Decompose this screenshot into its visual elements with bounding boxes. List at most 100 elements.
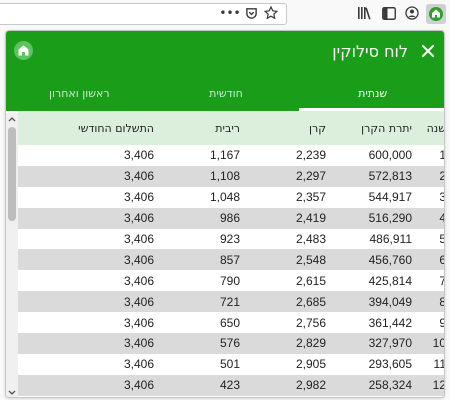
cell-interest: 790 (219, 273, 240, 288)
table-container: שנה יתרת הקרן קרן ריבית התשלום החודשי 16… (6, 111, 445, 397)
column-header-year: שנה (426, 121, 445, 135)
cell-year: 6 (412, 249, 444, 270)
scroll-up-arrow[interactable] (6, 113, 18, 125)
tab-bar: שנתית חודשית ראשון ואחרון (6, 79, 444, 111)
cell-year: 10 (432, 336, 445, 351)
cell-balance: 456,760 (368, 252, 412, 267)
scrollbar-thumb[interactable] (8, 127, 16, 221)
column-header-monthly-payment: התשלום החודשי (78, 121, 154, 135)
cell-balance: 425,814 (368, 273, 412, 288)
amortization-table: שנה יתרת הקרן קרן ריבית התשלום החודשי 16… (18, 111, 445, 396)
cell-interest: 1,048 (209, 190, 240, 205)
scroll-down-arrow[interactable] (6, 387, 18, 397)
cell-interest: 721 (219, 294, 240, 309)
cell-balance: 394,049 (368, 294, 412, 309)
cell-monthly-payment: 3,406 (123, 190, 154, 205)
cell-balance: 516,290 (368, 211, 412, 226)
tab-first-and-last[interactable]: ראשון ואחרון (49, 87, 110, 100)
cell-monthly-payment: 3,406 (123, 169, 154, 184)
cell-interest: 1,108 (209, 169, 240, 184)
library-icon[interactable] (356, 5, 372, 21)
url-bar[interactable] (0, 3, 287, 25)
table-header-row: שנה יתרת הקרן קרן ריבית התשלום החודשי (18, 111, 445, 145)
cell-monthly-payment: 3,406 (123, 378, 154, 393)
home-icon (14, 41, 33, 60)
chevron-down-icon (8, 390, 16, 395)
cell-balance: 361,442 (368, 315, 412, 330)
cell-year: 1 (412, 145, 444, 166)
cell-principal: 2,239 (295, 148, 326, 163)
cell-year: 4 (412, 208, 444, 229)
table-row: 12 258,324 2,982 423 3,406 (18, 374, 445, 396)
cell-interest: 986 (219, 211, 240, 226)
overflow-menu-icon[interactable]: ••• (219, 6, 241, 20)
cell-year: 5 (412, 229, 444, 250)
table-row: 8394,049 2,685 721 3,406 (18, 291, 444, 313)
cell-balance: 327,970 (368, 336, 412, 351)
chevron-up-icon (8, 117, 16, 122)
browser-toolbar: ••• (0, 0, 450, 28)
cell-interest: 1,167 (209, 148, 240, 163)
extension-house-icon (429, 7, 443, 21)
cell-year: 12 (432, 378, 445, 393)
column-header-balance: יתרת הקרן (361, 121, 412, 135)
cell-year: 8 (412, 291, 444, 312)
cell-interest: 423 (219, 378, 240, 393)
cell-balance: 600,000 (368, 148, 412, 163)
cell-principal: 2,982 (295, 378, 326, 393)
cell-principal: 2,483 (295, 232, 326, 246)
tab-monthly[interactable]: חודשית (209, 87, 243, 100)
scrollbar[interactable] (6, 113, 18, 397)
column-header-interest: ריבית (215, 121, 240, 135)
cell-principal: 2,357 (295, 190, 326, 205)
cell-year: 2 (412, 166, 444, 187)
cell-monthly-payment: 3,406 (123, 148, 154, 163)
table-row: 5486,911 2,483 923 3,406 (18, 228, 444, 250)
cell-principal: 2,756 (295, 315, 326, 330)
cell-balance: 544,917 (368, 190, 412, 205)
cell-balance: 258,324 (368, 378, 412, 393)
cell-balance: 572,813 (368, 169, 412, 184)
cell-interest: 857 (219, 252, 240, 267)
cell-monthly-payment: 3,406 (123, 336, 154, 351)
close-icon (422, 45, 434, 57)
table-row: 10 327,970 2,829 576 3,406 (18, 333, 445, 354)
cell-principal: 2,905 (295, 357, 326, 372)
cell-year: 7 (412, 270, 444, 291)
page-title: לוח סילוקין (332, 42, 408, 61)
table-row: 1600,000 2,239 1,167 3,406 (18, 145, 444, 166)
home-button[interactable] (14, 41, 33, 60)
column-header-principal: קרן (308, 121, 326, 135)
account-icon[interactable] (404, 5, 420, 21)
cell-monthly-payment: 3,406 (123, 252, 154, 267)
pocket-icon[interactable] (243, 5, 259, 21)
cell-year: 9 (412, 312, 444, 333)
cell-monthly-payment: 3,406 (123, 273, 154, 288)
cell-interest: 923 (219, 232, 240, 246)
sidebar-icon[interactable] (381, 5, 397, 21)
cell-principal: 2,548 (295, 252, 326, 267)
cell-principal: 2,419 (295, 211, 326, 226)
cell-interest: 650 (219, 315, 240, 330)
popup-header: לוח סילוקין שנתית חודשית ראשון ואחרון (6, 31, 444, 111)
cell-balance: 293,605 (368, 357, 412, 372)
cell-monthly-payment: 3,406 (123, 232, 154, 246)
table-row: 4516,290 2,419 986 3,406 (18, 207, 444, 229)
table-row: 3544,917 2,357 1,048 3,406 (18, 186, 444, 208)
cell-year: 11 (433, 357, 445, 372)
cell-interest: 576 (219, 336, 240, 351)
bookmark-star-icon[interactable] (263, 5, 279, 21)
cell-balance: 486,911 (369, 232, 413, 246)
close-button[interactable] (420, 43, 436, 59)
cell-principal: 2,615 (295, 273, 326, 288)
cell-interest: 501 (219, 357, 240, 372)
cell-principal: 2,685 (295, 294, 326, 309)
extension-button[interactable] (426, 4, 446, 24)
table-row: 9361,442 2,756 650 3,406 (18, 312, 444, 334)
cell-principal: 2,297 (295, 169, 326, 184)
cell-principal: 2,829 (295, 336, 326, 351)
tab-yearly[interactable]: שנתית (299, 79, 444, 111)
table-row: 11 293,605 2,905 501 3,406 (18, 353, 445, 375)
cell-monthly-payment: 3,406 (123, 211, 154, 226)
